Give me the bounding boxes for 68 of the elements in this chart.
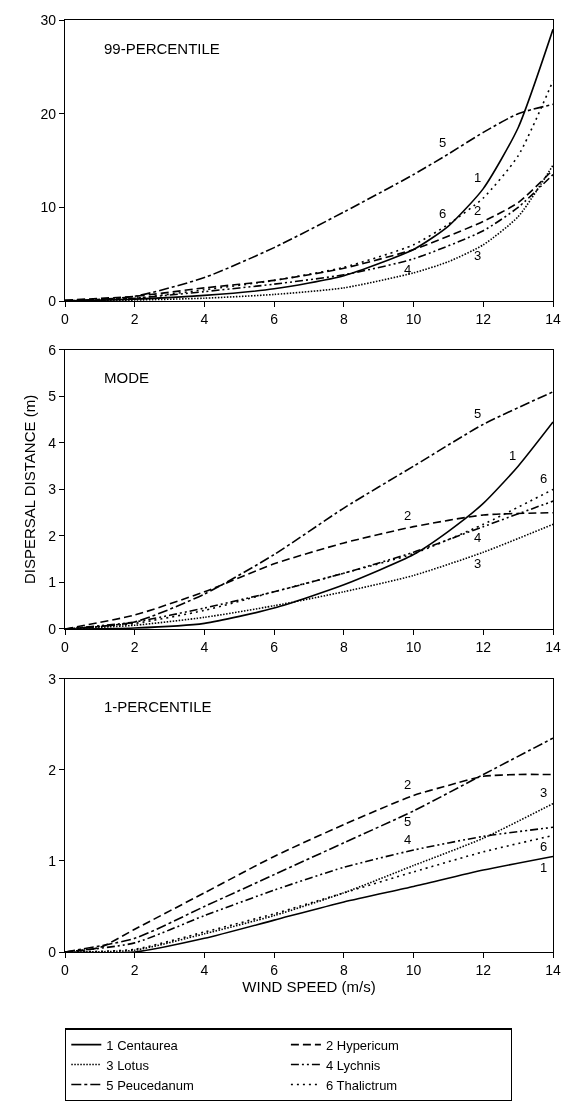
text: 99-PERCENTILE — [104, 40, 220, 57]
x-tick-label: 0 — [61, 961, 70, 978]
x-tick-label: 6 — [270, 638, 279, 655]
annotation: 4 — [474, 530, 482, 545]
text: MODE — [104, 369, 149, 386]
x-tick-label: 14 — [545, 961, 561, 978]
annotation: 4 — [404, 262, 412, 277]
legend-label: 2 Hypericum — [325, 1037, 399, 1053]
x-tick-label: 12 — [475, 961, 492, 978]
annotation: 3 — [474, 556, 482, 571]
text: 1-PERCENTILE — [104, 698, 212, 715]
legend-label: 4 Lychnis — [325, 1057, 381, 1073]
legend-label: 3 Lotus — [106, 1057, 150, 1073]
x-tick-label: 4 — [200, 310, 209, 327]
y-tick-label: 1 — [48, 852, 57, 869]
legend-label: 5 Peucedanum — [106, 1077, 194, 1093]
x-tick-label: 12 — [475, 310, 492, 327]
y-tick-label: 3 — [48, 670, 57, 687]
annotation: 4 — [404, 832, 412, 847]
x-tick-label: 8 — [339, 961, 348, 978]
x-tick-label: 8 — [339, 638, 348, 655]
x-tick-label: 2 — [130, 961, 139, 978]
y-tick-label: 2 — [48, 761, 57, 778]
annotation: 6 — [439, 206, 447, 221]
x-tick-label: 8 — [339, 310, 348, 327]
legend-label: 6 Thalictrum — [325, 1077, 398, 1093]
x-tick-label: 6 — [270, 961, 279, 978]
annotation: 2 — [474, 203, 482, 218]
annotation: 6 — [540, 839, 548, 854]
y-tick-label: 6 — [48, 341, 57, 358]
x-tick-label: 14 — [545, 310, 561, 327]
y-tick-label: 2 — [48, 527, 57, 544]
x-tick-label: 12 — [475, 638, 492, 655]
y-tick-label: 3 — [48, 481, 57, 498]
x-axis-title: WIND SPEED (m/s) — [242, 977, 376, 995]
annotation: 1 — [509, 448, 517, 463]
y-tick-label: 4 — [48, 434, 57, 451]
y-tick-label: 0 — [48, 292, 57, 309]
y-tick-label: 20 — [40, 105, 57, 122]
y-tick-label: 5 — [48, 388, 57, 405]
y-tick-label: 10 — [40, 199, 57, 216]
annotation: 5 — [439, 135, 447, 150]
x-tick-label: 2 — [130, 638, 139, 655]
annotation: 5 — [474, 406, 482, 421]
x-tick-label: 0 — [61, 638, 70, 655]
annotation: 3 — [540, 785, 548, 800]
annotation: 2 — [404, 777, 412, 792]
x-tick-label: 2 — [130, 310, 139, 327]
x-tick-label: 10 — [405, 961, 422, 978]
annotation: 1 — [474, 170, 482, 185]
x-tick-label: 4 — [200, 961, 209, 978]
x-tick-label: 10 — [405, 310, 422, 327]
annotation: 2 — [404, 508, 412, 523]
y-tick-label: 0 — [48, 943, 57, 960]
x-tick-label: 4 — [200, 638, 209, 655]
annotation: 3 — [474, 248, 482, 263]
x-tick-label: 10 — [405, 638, 422, 655]
y-tick-label: 30 — [40, 11, 57, 28]
annotation: 6 — [540, 471, 548, 486]
annotation: 1 — [540, 860, 548, 875]
legend-label: 1 Centaurea — [106, 1037, 179, 1053]
x-tick-label: 14 — [545, 638, 561, 655]
y-tick-label: 1 — [48, 574, 57, 591]
y-tick-label: 0 — [48, 620, 57, 637]
x-tick-label: 6 — [270, 310, 279, 327]
y-axis-title: DISPERSAL DISTANCE (m) — [21, 394, 39, 585]
x-tick-label: 0 — [61, 310, 70, 327]
annotation: 5 — [404, 814, 412, 829]
